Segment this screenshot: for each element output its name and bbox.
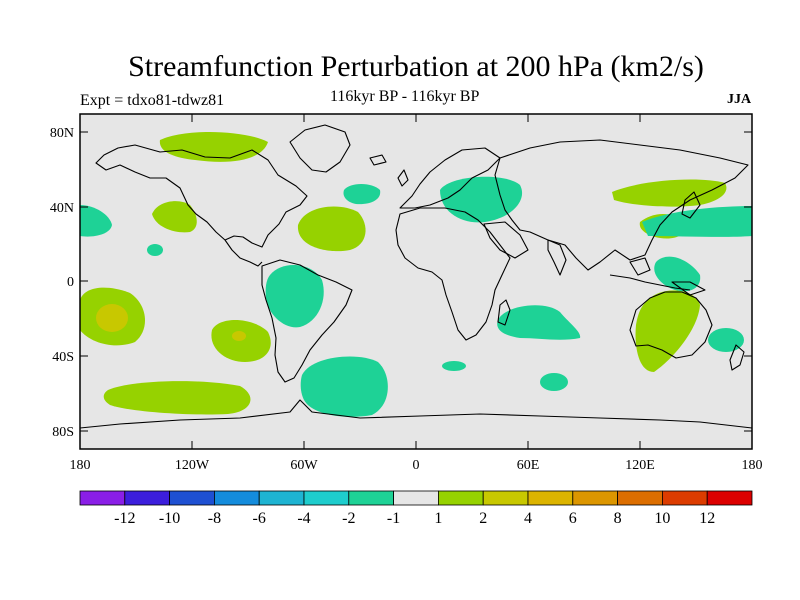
anomaly-core [96, 304, 128, 332]
colorbar-swatch [348, 490, 394, 506]
colorbar-label: -1 [387, 510, 400, 527]
colorbar-labels: -12 -10 -8 -6 -4 -2 -1 1 2 4 6 8 10 12 [114, 510, 715, 527]
madagascar-coast [497, 299, 511, 326]
anomaly-region [708, 328, 744, 352]
greenland-coast [289, 124, 351, 173]
colorbar [79, 490, 753, 506]
lat-label-40s: 40S [52, 350, 74, 365]
colorbar-label: -12 [114, 510, 135, 527]
lon-label-180e: 180 [742, 458, 763, 473]
new-guinea-coast [671, 281, 706, 296]
anomaly-region [540, 373, 568, 391]
anomaly-region [300, 356, 388, 417]
indonesia-coast [609, 274, 691, 291]
coastlines [80, 124, 752, 429]
lon-label-60w: 60W [290, 458, 318, 473]
colorbar-swatch [527, 490, 574, 506]
contour-fields [80, 124, 752, 429]
lat-label-equator: 0 [67, 275, 74, 290]
colorbar-swatch [617, 490, 663, 506]
india-coast [547, 239, 567, 276]
anomaly-region [642, 206, 752, 237]
map-title: Streamfunction Perturbation at 200 hPa (… [128, 50, 704, 83]
anomaly-core [232, 331, 246, 341]
borneo-coast [629, 257, 651, 276]
anomaly-region [152, 201, 197, 233]
lat-ticks [80, 131, 752, 432]
colorbar-swatch [482, 490, 529, 506]
asia-coast [494, 139, 749, 271]
central-america-coast [224, 239, 263, 267]
anomaly-region [265, 264, 324, 328]
colorbar-swatch [706, 490, 753, 506]
lon-label-60e: 60E [517, 458, 540, 473]
japan-coast [681, 191, 701, 219]
anomaly-region [343, 184, 381, 205]
anomaly-region [497, 305, 581, 340]
colorbar-label: -6 [253, 510, 266, 527]
colorbar-swatch [393, 490, 439, 506]
experiment-label: Expt = tdxo81-tdwz81 [80, 92, 225, 109]
north-america-coast [95, 144, 308, 248]
anomaly-region [635, 290, 700, 372]
anomaly-region [103, 381, 251, 415]
anomaly-region [442, 361, 466, 371]
lat-label-80s: 80S [52, 425, 74, 440]
strong-positive-regions [96, 304, 246, 341]
lon-label-0: 0 [413, 458, 420, 473]
lon-label-120e: 120E [625, 458, 655, 473]
africa-coast [395, 207, 511, 341]
colorbar-swatch [662, 490, 708, 506]
colorbar-label: 4 [524, 510, 532, 527]
period-label: 116kyr BP - 116kyr BP [330, 88, 480, 105]
australia-coast [629, 291, 713, 359]
lon-label-180w: 180 [70, 458, 91, 473]
colorbar-label: 10 [654, 510, 670, 527]
anomaly-region [654, 256, 701, 292]
colorbar-label: -2 [342, 510, 355, 527]
colorbar-label: 6 [569, 510, 577, 527]
colorbar-label: -4 [297, 510, 310, 527]
lon-ticks [191, 114, 641, 449]
colorbar-label: -10 [159, 510, 180, 527]
anomaly-region [147, 244, 163, 256]
antarctica-coast [80, 399, 752, 429]
colorbar-label: 12 [699, 510, 715, 527]
colorbar-swatch [258, 490, 305, 506]
new-zealand-coast [729, 344, 745, 371]
season-label: JJA [727, 92, 752, 107]
colorbar-label: 2 [479, 510, 487, 527]
anomaly-region [80, 205, 112, 237]
south-america-coast [261, 259, 353, 383]
colorbar-label: 8 [614, 510, 622, 527]
iceland-coast [369, 154, 387, 166]
colorbar-label: 1 [434, 510, 442, 527]
lon-label-120w: 120W [175, 458, 210, 473]
colorbar-swatch [572, 490, 618, 506]
colorbar-swatch [169, 490, 215, 506]
colorbar-swatch [437, 490, 484, 506]
colorbar-swatch [303, 490, 350, 506]
lat-label-40n: 40N [50, 201, 74, 216]
arabia-coast [483, 221, 529, 259]
anomaly-region [211, 320, 271, 362]
colorbar-label: -8 [208, 510, 221, 527]
lat-label-80n: 80N [50, 126, 74, 141]
colorbar-swatch [213, 490, 260, 506]
colorbar-swatch [79, 490, 126, 506]
anomaly-region [297, 206, 366, 252]
colorbar-swatch [124, 490, 171, 506]
uk-coast [397, 169, 409, 187]
